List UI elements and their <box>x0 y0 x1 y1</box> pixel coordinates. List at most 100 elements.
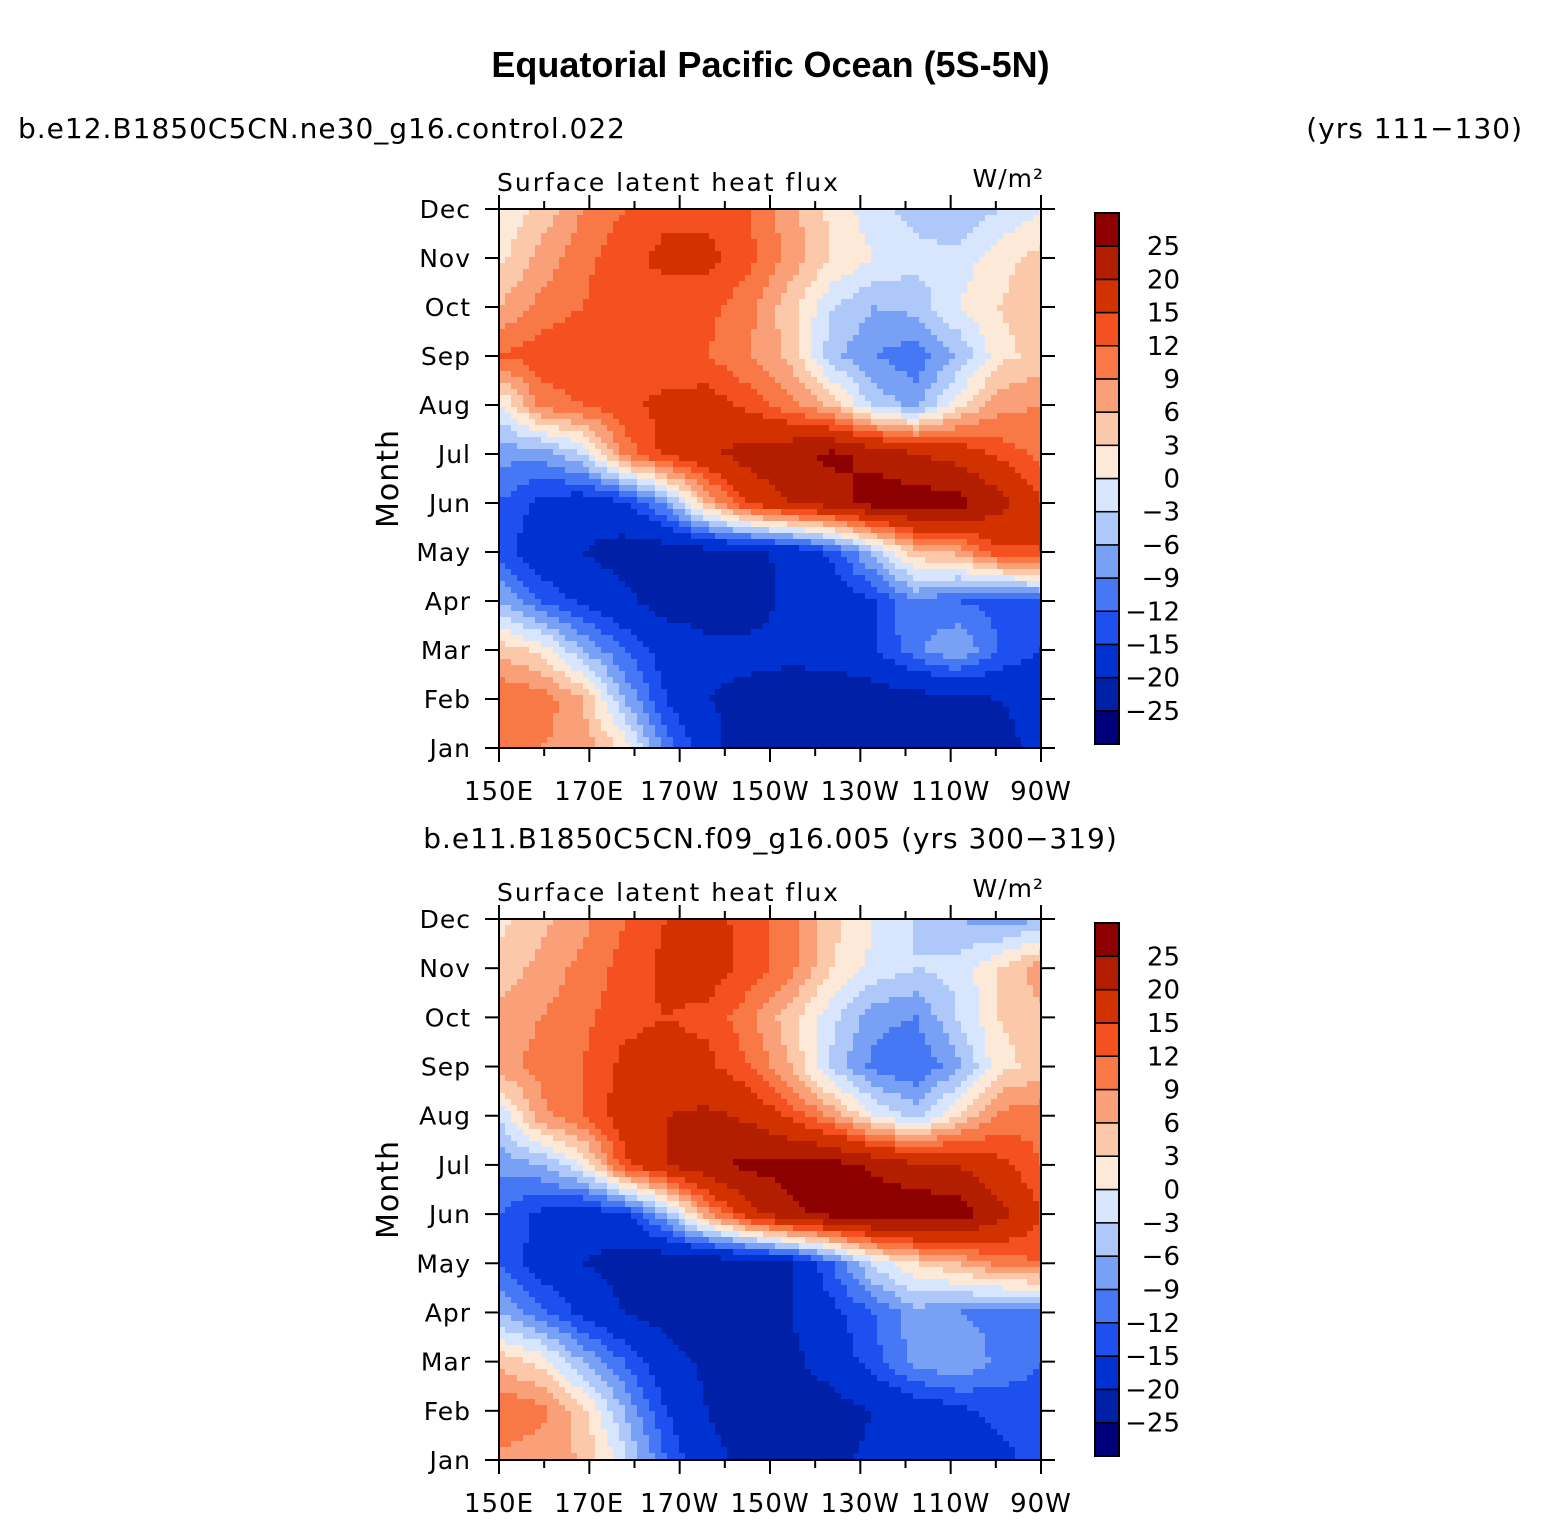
contour-cell <box>709 215 716 222</box>
contour-cell <box>1033 389 1040 396</box>
contour-cell <box>919 353 926 360</box>
contour-cell <box>949 389 956 396</box>
contour-cell <box>1015 443 1022 450</box>
contour-cell <box>553 293 560 300</box>
contour-cell <box>799 479 806 486</box>
contour-cell <box>721 395 728 402</box>
contour-cell <box>817 299 824 306</box>
contour-cell <box>553 281 560 288</box>
contour-cell <box>901 347 908 354</box>
contour-cell <box>583 455 590 462</box>
contour-cell <box>595 329 602 336</box>
contour-cell <box>1039 455 1041 462</box>
contour-cell <box>781 521 788 528</box>
contour-cell <box>625 389 632 396</box>
contour-cell <box>1039 425 1041 432</box>
contour-cell <box>607 263 614 270</box>
contour-cell <box>1015 323 1022 330</box>
contour-cell <box>523 407 530 414</box>
contour-cell <box>859 275 866 282</box>
contour-cell <box>895 419 902 426</box>
contour-cell <box>967 527 974 534</box>
contour-cell <box>769 437 776 444</box>
contour-cell <box>667 503 674 510</box>
contour-cell <box>979 251 986 258</box>
contour-cell <box>745 221 752 228</box>
contour-cell <box>1009 383 1016 390</box>
contour-cell <box>1027 227 1034 234</box>
contour-cell <box>643 263 650 270</box>
contour-cell <box>517 377 524 384</box>
contour-cell <box>991 437 998 444</box>
contour-cell <box>757 449 764 456</box>
contour-cell <box>571 269 578 276</box>
contour-cell <box>775 443 782 450</box>
contour-cell <box>763 335 770 342</box>
contour-cell <box>949 377 956 384</box>
contour-cell <box>853 515 860 522</box>
contour-cell <box>553 359 560 366</box>
contour-cell <box>1009 245 1016 252</box>
contour-cell <box>997 467 1004 474</box>
contour-cell <box>643 329 650 336</box>
contour-cell <box>715 305 722 312</box>
contour-cell <box>895 353 902 360</box>
contour-cell <box>529 437 536 444</box>
contour-cell <box>955 425 962 432</box>
contour-cell <box>823 227 830 234</box>
contour-cell <box>955 473 962 480</box>
contour-cell <box>811 341 818 348</box>
contour-cell <box>727 227 734 234</box>
contour-cell <box>781 365 788 372</box>
contour-cell <box>751 311 758 318</box>
contour-cell <box>763 329 770 336</box>
contour-cell <box>787 317 794 324</box>
contour-cell <box>805 473 812 480</box>
contour-cell <box>673 263 680 270</box>
contour-cell <box>829 431 836 438</box>
contour-cell <box>601 473 608 480</box>
contour-cell <box>973 491 980 498</box>
contour-cell <box>853 275 860 282</box>
contour-cell <box>805 299 812 306</box>
contour-cell <box>637 503 644 510</box>
contour-cell <box>889 515 896 522</box>
contour-cell <box>829 419 836 426</box>
contour-cell <box>1015 215 1022 222</box>
contour-cell <box>817 389 824 396</box>
contour-cell <box>505 503 512 510</box>
contour-cell <box>709 509 716 516</box>
contour-cell <box>931 329 938 336</box>
contour-cell <box>667 473 674 480</box>
contour-cell <box>1003 263 1010 270</box>
contour-cell <box>769 377 776 384</box>
contour-cell <box>655 371 662 378</box>
contour-cell <box>901 251 908 258</box>
contour-cell <box>805 371 812 378</box>
contour-cell <box>757 215 764 222</box>
contour-cell <box>1009 449 1016 456</box>
contour-cell <box>511 305 518 312</box>
contour-cell <box>607 317 614 324</box>
contour-cell <box>847 287 854 294</box>
contour-cell <box>973 473 980 480</box>
contour-cell <box>667 335 674 342</box>
contour-cell <box>865 215 872 222</box>
contour-cell <box>679 227 686 234</box>
contour-cell <box>775 317 782 324</box>
contour-cell <box>655 389 662 396</box>
contour-cell <box>631 365 638 372</box>
contour-cell <box>559 347 566 354</box>
contour-cell <box>919 479 926 486</box>
contour-cell <box>847 413 854 420</box>
contour-cell <box>805 269 812 276</box>
contour-cell <box>925 425 932 432</box>
contour-cell <box>865 503 872 510</box>
contour-cell <box>649 251 656 258</box>
contour-cell <box>793 263 800 270</box>
contour-cell <box>907 515 914 522</box>
contour-cell <box>853 245 860 252</box>
contour-cell <box>769 227 776 234</box>
contour-cell <box>757 509 764 516</box>
contour-cell <box>937 365 944 372</box>
